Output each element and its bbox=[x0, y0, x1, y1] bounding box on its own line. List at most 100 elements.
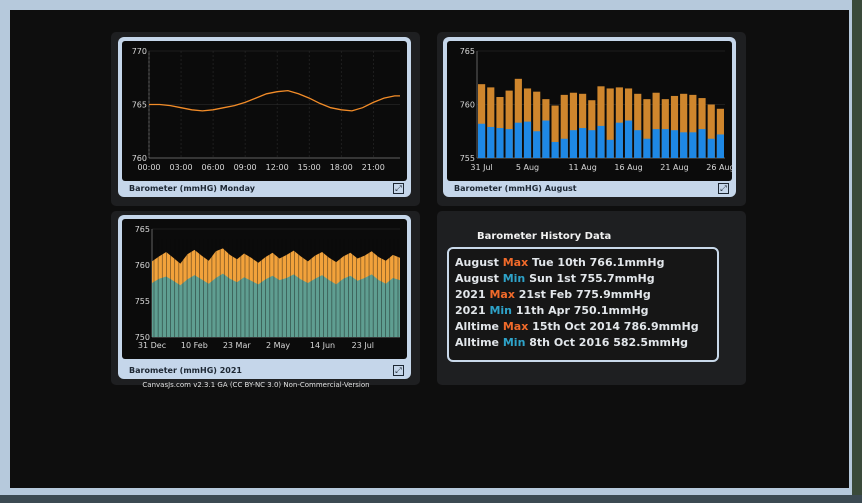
history-detail: 15th Oct 2014 786.9mmHg bbox=[532, 320, 699, 333]
x-tick-label: 21:00 bbox=[362, 163, 385, 172]
y-tick-label: 765 bbox=[132, 101, 147, 110]
bar-max bbox=[514, 78, 522, 158]
history-box: August Max Tue 10th 766.1mmHg August Min… bbox=[447, 247, 719, 362]
bar-min bbox=[514, 122, 522, 158]
history-kind-min: Min bbox=[502, 336, 526, 349]
bar-max bbox=[560, 94, 568, 158]
bar-min bbox=[569, 130, 578, 158]
chart-monday-plot: 760 765 770 00:00 03:00 06:00 09:00 12:00 15:00 1… bbox=[122, 41, 407, 181]
y-tick-label: 755 bbox=[460, 154, 475, 163]
expand-icon[interactable]: ⤢ bbox=[393, 183, 404, 194]
x-tick-label: 00:00 bbox=[137, 163, 160, 172]
bar-min bbox=[588, 130, 596, 158]
bar-max bbox=[478, 84, 486, 158]
bar-min bbox=[542, 120, 550, 158]
bar-min bbox=[496, 128, 504, 158]
x-tick-label: 10 Feb bbox=[181, 341, 208, 350]
history-kind-min: Min bbox=[489, 304, 513, 317]
bar-min bbox=[551, 141, 559, 158]
bar-max bbox=[716, 108, 724, 158]
history-detail: 8th Oct 2016 582.5mmHg bbox=[529, 336, 689, 349]
history-kind-max: Max bbox=[502, 256, 529, 269]
history-period: August bbox=[455, 256, 499, 269]
x-tick-label: 16 Aug bbox=[614, 163, 642, 172]
x-tick-label: 14 Jun bbox=[310, 341, 335, 350]
bar-min bbox=[698, 129, 706, 158]
panel-caption: Barometer (mmHG) August bbox=[454, 184, 577, 193]
bar-max bbox=[551, 105, 559, 158]
y-tick-label: 765 bbox=[135, 225, 150, 234]
panel-caption: Barometer (mmHG) 2021 bbox=[129, 366, 242, 375]
bar-max bbox=[487, 87, 495, 158]
panel-caption: Barometer (mmHG) Monday bbox=[129, 184, 255, 193]
panel-august: 755 760 765 31 Jul 5 Aug 11 Aug 16 Aug 21 Aug 26… bbox=[443, 37, 736, 197]
history-kind-max: Max bbox=[489, 288, 515, 301]
bar-min bbox=[523, 121, 532, 158]
x-tick-label: 12:00 bbox=[266, 163, 289, 172]
bar-min bbox=[689, 132, 697, 158]
bar-max bbox=[588, 100, 596, 158]
bar-min bbox=[579, 128, 587, 158]
bar-min bbox=[624, 120, 633, 158]
bar-max bbox=[606, 88, 614, 158]
y-tick-label: 755 bbox=[135, 297, 150, 306]
history-row: Alltime Min 8th Oct 2016 582.5mmHg bbox=[455, 335, 717, 351]
chart-august: 755 760 765 31 Jul 5 Aug 11 Aug 16 Aug 21 Aug 26… bbox=[460, 47, 732, 172]
area-min bbox=[152, 273, 400, 337]
history-detail: 21st Feb 775.9mmHg bbox=[518, 288, 651, 301]
history-period: 2021 bbox=[455, 304, 486, 317]
bar-max bbox=[680, 93, 688, 158]
chart-monday: 760 765 770 00:00 03:00 06:00 09:00 12:00 15:00 1… bbox=[132, 47, 400, 172]
x-tick-label: 31 Dec bbox=[138, 341, 166, 350]
bar-min bbox=[643, 138, 651, 158]
bar-max bbox=[652, 92, 660, 158]
chart-august-plot: 755 760 765 31 Jul 5 Aug 11 Aug 16 Aug 21 Aug 26… bbox=[447, 41, 732, 181]
bar-max bbox=[661, 99, 669, 158]
panel-year: 750 755 760 765 31 Dec 10 Feb 23 Mar 2 May 14 Ju… bbox=[118, 215, 411, 379]
bar-max bbox=[505, 90, 513, 158]
x-tick-label: 03:00 bbox=[170, 163, 193, 172]
x-tick-label: 06:00 bbox=[202, 163, 225, 172]
bar-max bbox=[496, 97, 504, 158]
bar-min bbox=[652, 129, 660, 158]
y-tick-label: 760 bbox=[460, 101, 475, 110]
x-tick-label: 15:00 bbox=[298, 163, 321, 172]
x-tick-label: 26 Aug bbox=[706, 163, 732, 172]
bar-max bbox=[707, 104, 715, 158]
chart-credit[interactable]: CanvasJs.com v2.3.1 GA (CC BY-NC 3.0) No… bbox=[142, 381, 370, 389]
x-tick-label: 23 Mar bbox=[223, 341, 252, 350]
history-detail: 11th Apr 750.1mmHg bbox=[515, 304, 649, 317]
bar-max bbox=[597, 86, 605, 158]
bar-min bbox=[487, 126, 495, 158]
history-period: Alltime bbox=[455, 336, 500, 349]
y-tick-label: 760 bbox=[132, 154, 147, 163]
x-tick-label: 31 Jul bbox=[470, 163, 492, 172]
bar-min bbox=[634, 130, 642, 158]
expand-icon[interactable]: ⤢ bbox=[718, 183, 729, 194]
bar-max bbox=[579, 93, 587, 158]
history-period: 2021 bbox=[455, 288, 486, 301]
bar-max bbox=[689, 94, 697, 158]
history-row: August Max Tue 10th 766.1mmHg bbox=[455, 255, 717, 271]
bar-min bbox=[670, 130, 679, 158]
history-title: Barometer History Data bbox=[477, 231, 612, 242]
y-tick-label: 760 bbox=[135, 261, 150, 270]
history-row: 2021 Min 11th Apr 750.1mmHg bbox=[455, 303, 717, 319]
history-period: Alltime bbox=[455, 320, 500, 333]
bar-min bbox=[606, 139, 614, 158]
y-tick-label: 770 bbox=[132, 47, 147, 56]
bar-min bbox=[560, 138, 568, 158]
x-tick-label: 11 Aug bbox=[568, 163, 596, 172]
background-strip bbox=[852, 0, 862, 503]
bar-max bbox=[670, 95, 679, 158]
chart-year: 750 755 760 765 31 Dec 10 Feb 23 Mar 2 May 14 Ju… bbox=[135, 225, 400, 350]
x-tick-label: 2 May bbox=[266, 341, 290, 350]
bar-min bbox=[661, 129, 669, 158]
expand-icon[interactable]: ⤢ bbox=[393, 365, 404, 376]
x-tick-label: 21 Aug bbox=[660, 163, 688, 172]
history-detail: Sun 1st 755.7mmHg bbox=[529, 272, 655, 285]
bar-max bbox=[643, 99, 651, 158]
bar-max bbox=[634, 93, 642, 158]
bar-min bbox=[615, 122, 623, 158]
bar-min bbox=[680, 132, 688, 158]
